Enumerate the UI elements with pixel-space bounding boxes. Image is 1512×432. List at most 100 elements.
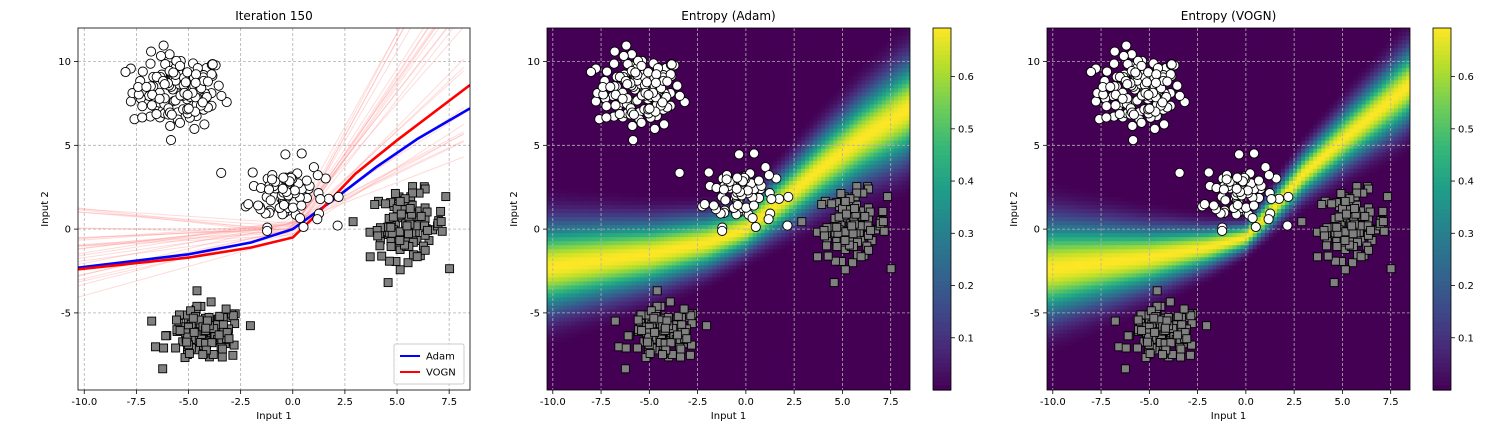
heat-cell xyxy=(680,156,685,162)
heat-cell xyxy=(643,144,649,150)
heat-cell xyxy=(680,132,685,138)
heat-cell xyxy=(571,48,576,53)
heat-cell xyxy=(716,245,722,250)
heat-cell xyxy=(635,217,641,222)
heat-cell xyxy=(672,152,677,158)
heat-cell xyxy=(551,289,556,295)
heat-cell xyxy=(736,136,742,142)
heat-cell xyxy=(571,188,576,194)
heat-cell xyxy=(744,28,750,33)
heat-cell xyxy=(696,221,701,226)
heat-cell xyxy=(672,257,677,262)
heat-cell xyxy=(567,297,572,303)
heat-cell xyxy=(704,245,709,250)
heat-cell xyxy=(647,253,653,258)
heat-cell xyxy=(676,245,681,250)
heat-cell xyxy=(563,52,568,57)
heat-cell xyxy=(676,257,681,262)
heat-cell xyxy=(655,369,661,375)
heat-cell xyxy=(704,249,709,254)
heat-cell xyxy=(724,96,730,101)
heat-cell xyxy=(615,160,621,166)
heat-cell xyxy=(688,168,693,174)
heat-cell xyxy=(700,377,705,383)
heat-cell xyxy=(563,184,568,190)
heat-cell xyxy=(643,261,649,266)
heat-cell xyxy=(736,357,742,363)
heat-cell xyxy=(607,317,613,323)
heat-cell xyxy=(740,361,746,367)
heat-cell xyxy=(563,196,568,202)
heat-cell xyxy=(708,349,713,355)
heat-cell xyxy=(579,289,584,295)
heat-cell xyxy=(663,144,669,150)
heat-cell xyxy=(740,148,746,154)
x-tick-label: 0.0 xyxy=(285,397,301,408)
heat-cell xyxy=(595,265,601,270)
heat-cell xyxy=(696,132,701,138)
heat-cell xyxy=(583,204,588,210)
heat-cell xyxy=(579,301,584,307)
heat-cell xyxy=(643,140,649,146)
heat-cell xyxy=(603,341,609,347)
heat-cell xyxy=(587,273,592,278)
heat-cell xyxy=(676,269,681,274)
heat-cell xyxy=(547,124,552,130)
heat-cell xyxy=(692,192,697,198)
heat-cell xyxy=(651,40,657,45)
data-point xyxy=(125,96,136,107)
heat-cell xyxy=(704,160,709,166)
heat-cell xyxy=(668,192,673,198)
heat-cell xyxy=(635,237,641,242)
heat-cell xyxy=(579,136,584,142)
heat-cell xyxy=(704,305,709,311)
heat-cell xyxy=(688,188,693,194)
y-tick-label: 5 xyxy=(65,141,71,152)
heat-cell xyxy=(623,269,629,274)
heat-cell xyxy=(720,88,726,93)
heat-cell xyxy=(635,52,641,57)
heat-cell xyxy=(567,76,572,81)
heat-cell xyxy=(704,313,709,319)
heat-cell xyxy=(740,277,746,282)
heat-cell xyxy=(623,373,629,379)
heat-cell xyxy=(559,285,564,291)
heat-cell xyxy=(728,116,734,122)
heat-cell xyxy=(575,52,580,57)
heat-cell xyxy=(712,381,717,387)
heat-cell xyxy=(692,108,697,114)
heat-cell xyxy=(728,64,734,69)
heat-cell xyxy=(647,365,653,371)
heat-cell xyxy=(551,237,556,242)
x-tick-label: 7.5 xyxy=(441,397,457,408)
heat-cell xyxy=(603,48,609,53)
heat-cell xyxy=(732,221,738,226)
heat-cell xyxy=(696,28,701,33)
heat-cell xyxy=(732,301,738,307)
heat-cell xyxy=(599,285,605,291)
heat-cell xyxy=(732,225,738,230)
heat-cell xyxy=(688,241,693,246)
heat-cell xyxy=(708,156,713,162)
heat-cell xyxy=(724,76,730,81)
heat-cell xyxy=(740,285,746,291)
heat-cell xyxy=(708,128,713,134)
heat-cell xyxy=(599,128,605,134)
heat-cell xyxy=(599,112,605,118)
plot-area xyxy=(78,28,470,390)
heat-cell xyxy=(708,385,713,390)
heat-cell xyxy=(736,164,742,170)
heat-cell xyxy=(579,116,584,122)
heat-cell xyxy=(672,345,677,351)
heat-cell xyxy=(740,269,746,274)
heat-cell xyxy=(720,273,726,278)
heat-cell xyxy=(587,60,592,65)
heat-cell xyxy=(708,108,713,114)
heat-cell xyxy=(651,265,657,270)
heat-cell xyxy=(567,100,572,106)
heat-cell xyxy=(583,321,588,327)
heat-cell xyxy=(651,156,657,162)
heat-cell xyxy=(676,273,681,278)
heat-cell xyxy=(720,341,726,347)
heat-cell xyxy=(643,285,649,291)
